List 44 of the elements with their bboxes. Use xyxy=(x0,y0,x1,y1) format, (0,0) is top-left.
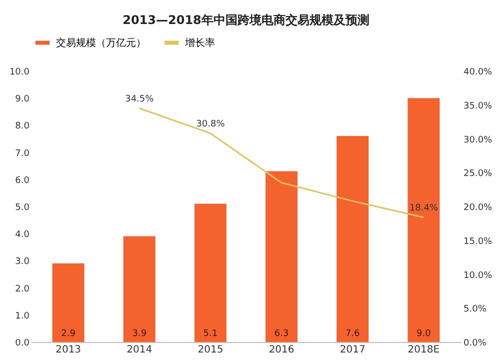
data-label: 30.8% xyxy=(196,119,226,130)
x-tick-label: 2017 xyxy=(340,344,366,356)
y2-tick-label: 40.0% xyxy=(464,68,493,78)
y-tick-label: 7.0 xyxy=(15,148,30,159)
legend-label: 交易规模（万亿元） xyxy=(56,36,146,49)
data-label: 34.5% xyxy=(125,94,154,104)
data-label: 6.3 xyxy=(274,329,289,339)
y-tick-label: 4.0 xyxy=(15,230,30,240)
data-label: 18.4% xyxy=(409,203,438,214)
y2-tick-label: 20.0% xyxy=(464,203,493,213)
y-tick-label: 0.0 xyxy=(15,338,30,348)
y2-tick-label: 5.0% xyxy=(464,304,487,315)
y-tick-label: 6.0 xyxy=(15,176,30,186)
bar xyxy=(408,98,440,342)
y-tick-label: 10.0 xyxy=(9,68,30,78)
x-tick-label: 2016 xyxy=(268,344,294,356)
y-tick-label: 9.0 xyxy=(15,94,30,105)
x-tick-label: 2013 xyxy=(56,344,82,356)
y2-tick-label: 35.0% xyxy=(464,101,493,112)
bar xyxy=(336,136,369,342)
y-tick-label: 3.0 xyxy=(15,257,30,268)
y-tick-label: 5.0 xyxy=(15,203,30,213)
y2-tick-label: 10.0% xyxy=(464,270,493,281)
bar xyxy=(123,236,156,342)
y2-tick-label: 25.0% xyxy=(464,169,493,180)
data-label: 5.1 xyxy=(203,329,218,339)
x-tick-label: 2018E xyxy=(408,344,440,356)
data-label: 2.9 xyxy=(61,329,76,339)
x-tick-label: 2014 xyxy=(126,344,152,356)
y-tick-label: 8.0 xyxy=(15,122,30,132)
bar xyxy=(52,263,84,342)
data-label: 3.9 xyxy=(132,329,147,339)
legend-label: 增长率 xyxy=(184,36,215,49)
y2-tick-label: 15.0% xyxy=(464,236,493,247)
x-tick-label: 2015 xyxy=(198,344,224,356)
y2-tick-label: 0.0% xyxy=(464,338,487,348)
y-tick-label: 2.0 xyxy=(15,284,30,294)
chart-title: 2013—2018年中国跨境电商交易规模及预测 xyxy=(122,13,370,27)
data-label: 9.0 xyxy=(416,329,432,339)
bar xyxy=(266,171,298,342)
y2-tick-label: 30.0% xyxy=(464,135,493,146)
y-tick-label: 1.0 xyxy=(15,311,30,322)
bar xyxy=(194,204,226,342)
data-label: 7.6 xyxy=(345,329,360,339)
